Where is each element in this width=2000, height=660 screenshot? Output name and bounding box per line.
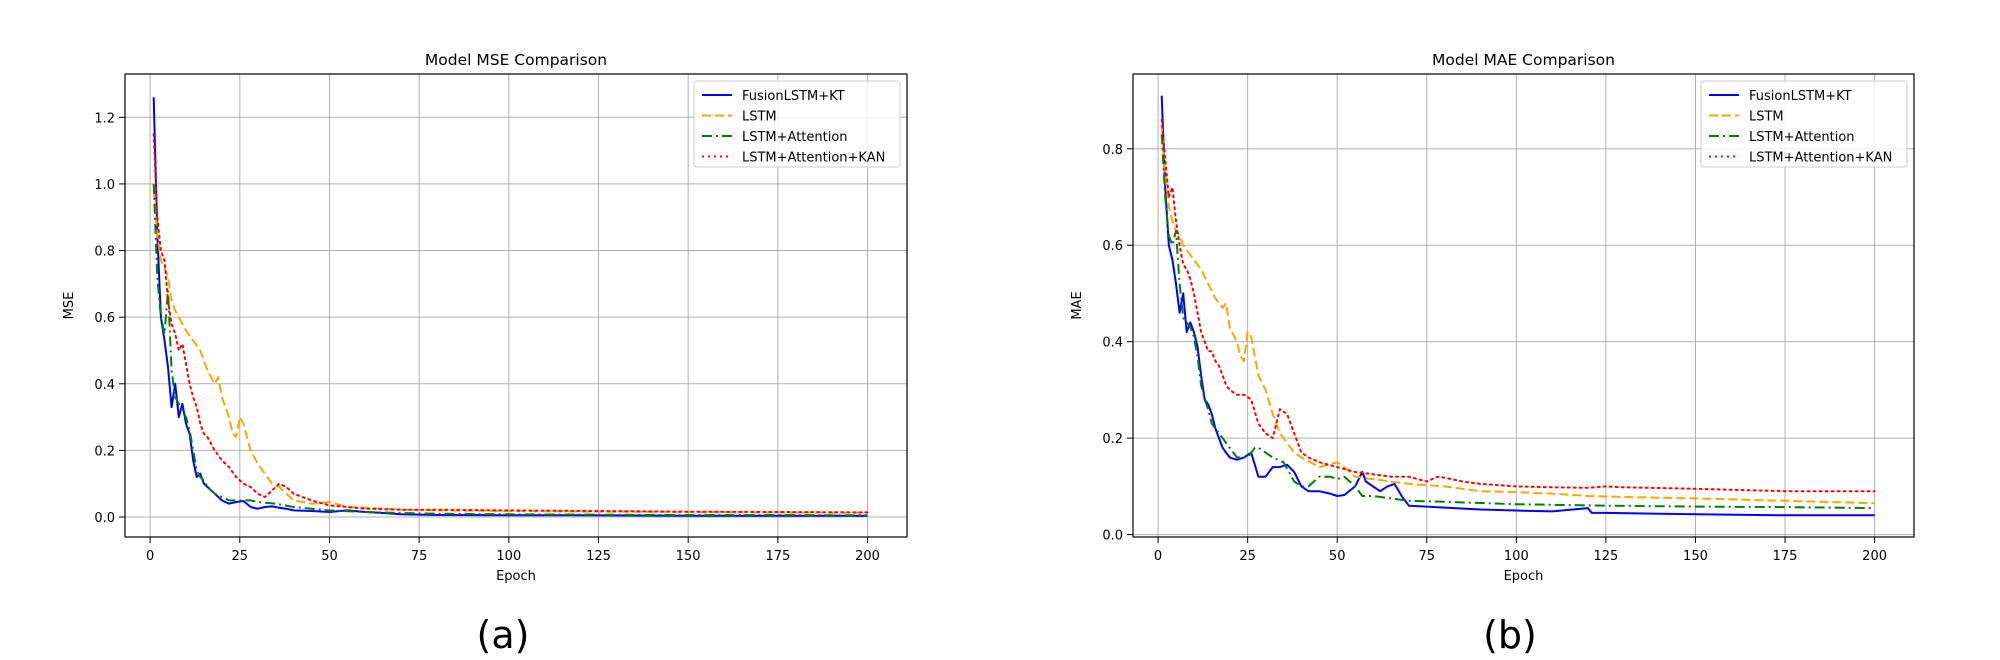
caption-b: (b): [1483, 613, 1537, 657]
series-line-lstm-plus-attention: [152, 183, 868, 517]
y-tick-label: 0.2: [1102, 432, 1123, 447]
mae-chart: 0 25 50 75 100 125 150 175 200 0.0 0.2 0.4 0.6 0.8 Mod…: [1070, 51, 1915, 584]
legend: FusionLSTM+KT LSTM LSTM+Attention LSTM+Atte…: [1700, 80, 1908, 168]
y-tick-label: 1.2: [94, 111, 115, 126]
plot-frame: [124, 73, 908, 538]
x-tick-label: 175: [765, 549, 790, 564]
x-tick-label: 50: [1329, 549, 1346, 564]
x-tick-label: 150: [1683, 549, 1708, 564]
y-tick-label: 0.0: [1102, 529, 1123, 544]
legend-box: [693, 80, 901, 168]
series-line-lstm-plus-attention: [1160, 134, 1875, 510]
x-tick-label: 0: [146, 549, 154, 564]
x-axis-label: Epoch: [1504, 569, 1544, 584]
legend-box: [1700, 80, 1908, 168]
y-tick-label: 0.8: [1102, 143, 1123, 158]
legend-label-lstm: LSTM: [1749, 110, 1784, 125]
chart-title: Model MAE Comparison: [1432, 51, 1615, 69]
x-tick-label: 50: [321, 549, 338, 564]
legend-label-lstm-plus-attention-plus-kan: LSTM+Attention+KAN: [742, 151, 885, 166]
series-line-lstm-plus-attention-plus-kan: [1160, 118, 1876, 493]
chart-title: Model MSE Comparison: [425, 51, 607, 69]
x-tick-label: 200: [1862, 549, 1887, 564]
series-line-lstm: [152, 190, 868, 514]
y-tick-label: 0.8: [94, 245, 115, 260]
caption-a: (a): [477, 613, 530, 657]
plot-frame: [1132, 73, 1915, 538]
x-tick-label: 175: [1773, 549, 1798, 564]
x-tick-label: 125: [586, 549, 611, 564]
y-tick-label: 0.6: [94, 311, 115, 326]
legend-label-fusionlstm-plus-kt: FusionLSTM+KT: [1749, 89, 1852, 104]
x-tick-label: 100: [1504, 549, 1529, 564]
legend-label-fusionlstm-plus-kt: FusionLSTM+KT: [742, 89, 845, 104]
x-tick-label: 75: [1418, 549, 1435, 564]
x-tick-label: 200: [855, 549, 880, 564]
x-tick-label: 25: [232, 549, 249, 564]
x-tick-label: 150: [676, 549, 701, 564]
legend: FusionLSTM+KT LSTM LSTM+Attention LSTM+Atte…: [693, 80, 901, 168]
x-tick-label: 125: [1593, 549, 1618, 564]
legend-label-lstm-plus-attention: LSTM+Attention: [742, 130, 848, 145]
y-tick-label: 0.4: [1102, 336, 1123, 351]
x-tick-label: 100: [496, 549, 521, 564]
y-axis-label: MSE: [62, 292, 77, 320]
legend-label-lstm-plus-attention: LSTM+Attention: [1749, 130, 1855, 145]
x-axis-label: Epoch: [496, 569, 536, 584]
x-tick-label: 0: [1154, 549, 1162, 564]
mse-chart: 0 25 50 75 100 125 150 175 200 0.0 0.2 0.4 0.6 0.8 1.0…: [62, 51, 908, 584]
y-tick-label: 0.4: [94, 378, 115, 393]
y-tick-label: 0.2: [94, 444, 115, 459]
x-tick-label: 25: [1239, 549, 1256, 564]
legend-label-lstm-plus-attention-plus-kan: LSTM+Attention+KAN: [1749, 151, 1892, 166]
series-line-fusionlstm-plus-kt: [1160, 95, 1875, 517]
y-axis-label: MAE: [1070, 291, 1085, 319]
x-tick-label: 75: [411, 549, 428, 564]
series-line-lstm: [1160, 124, 1875, 505]
y-tick-label: 1.0: [94, 178, 115, 193]
y-tick-label: 0.6: [1102, 239, 1123, 254]
legend-label-lstm: LSTM: [742, 110, 777, 125]
series-line-lstm-plus-attention-plus-kan: [152, 133, 869, 514]
y-tick-label: 0.0: [94, 511, 115, 526]
